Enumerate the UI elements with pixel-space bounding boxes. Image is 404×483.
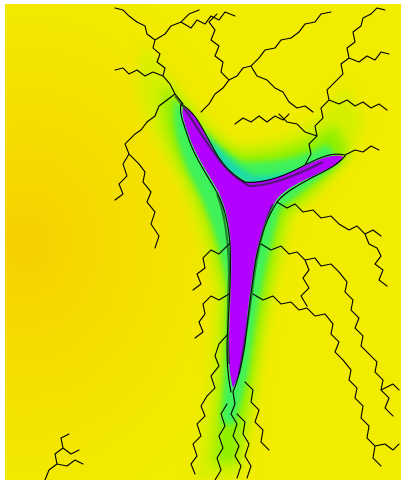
filament-trunk — [236, 413, 252, 479]
filament-branch — [338, 271, 370, 355]
set-interior — [182, 107, 343, 388]
filament-branch — [56, 459, 84, 467]
filament-branch — [154, 9, 200, 41]
filament-branch — [370, 7, 386, 15]
filament-trunk — [214, 403, 228, 480]
filament-branch — [304, 81, 336, 166]
set-rim — [180, 103, 346, 183]
filament-branch — [328, 99, 388, 111]
filament-branch — [234, 113, 290, 125]
filament-branch — [290, 11, 332, 39]
filament-branch — [250, 65, 314, 113]
filament-branch — [134, 93, 176, 135]
filaments — [44, 7, 400, 480]
filament-branch — [194, 293, 230, 339]
filament-branch — [260, 243, 340, 273]
filament-branch — [364, 233, 388, 287]
filament-branch — [62, 447, 80, 455]
filament-trunk — [230, 391, 242, 479]
filament-branch — [334, 13, 372, 83]
filament-branch — [300, 259, 310, 307]
filament-branch — [208, 13, 230, 81]
filament-branch — [324, 313, 344, 361]
filament-trunk — [244, 381, 270, 451]
filament-branch — [114, 7, 138, 23]
filament-branch — [344, 145, 380, 156]
filament-branch — [200, 37, 292, 113]
filament-branch — [206, 333, 229, 397]
filament-branch — [276, 201, 340, 225]
filament-branch — [252, 293, 326, 317]
filament-branch — [380, 383, 400, 391]
filament-branch — [180, 11, 236, 29]
filament-branch — [368, 353, 394, 417]
filament-branch — [44, 433, 70, 480]
filament-branch — [338, 223, 382, 237]
filament-branch — [348, 51, 390, 63]
filament-branch — [114, 133, 136, 201]
fractal-image — [5, 4, 401, 480]
edge-fuzz — [174, 95, 324, 375]
filament-branch — [374, 443, 400, 451]
filament-branch — [190, 395, 208, 475]
filament-branch — [278, 113, 318, 137]
filament-branch — [342, 359, 382, 467]
filament-branch — [192, 243, 230, 291]
filament-branch — [136, 21, 184, 105]
filament-branch — [128, 153, 160, 249]
filament-branch — [114, 67, 164, 77]
